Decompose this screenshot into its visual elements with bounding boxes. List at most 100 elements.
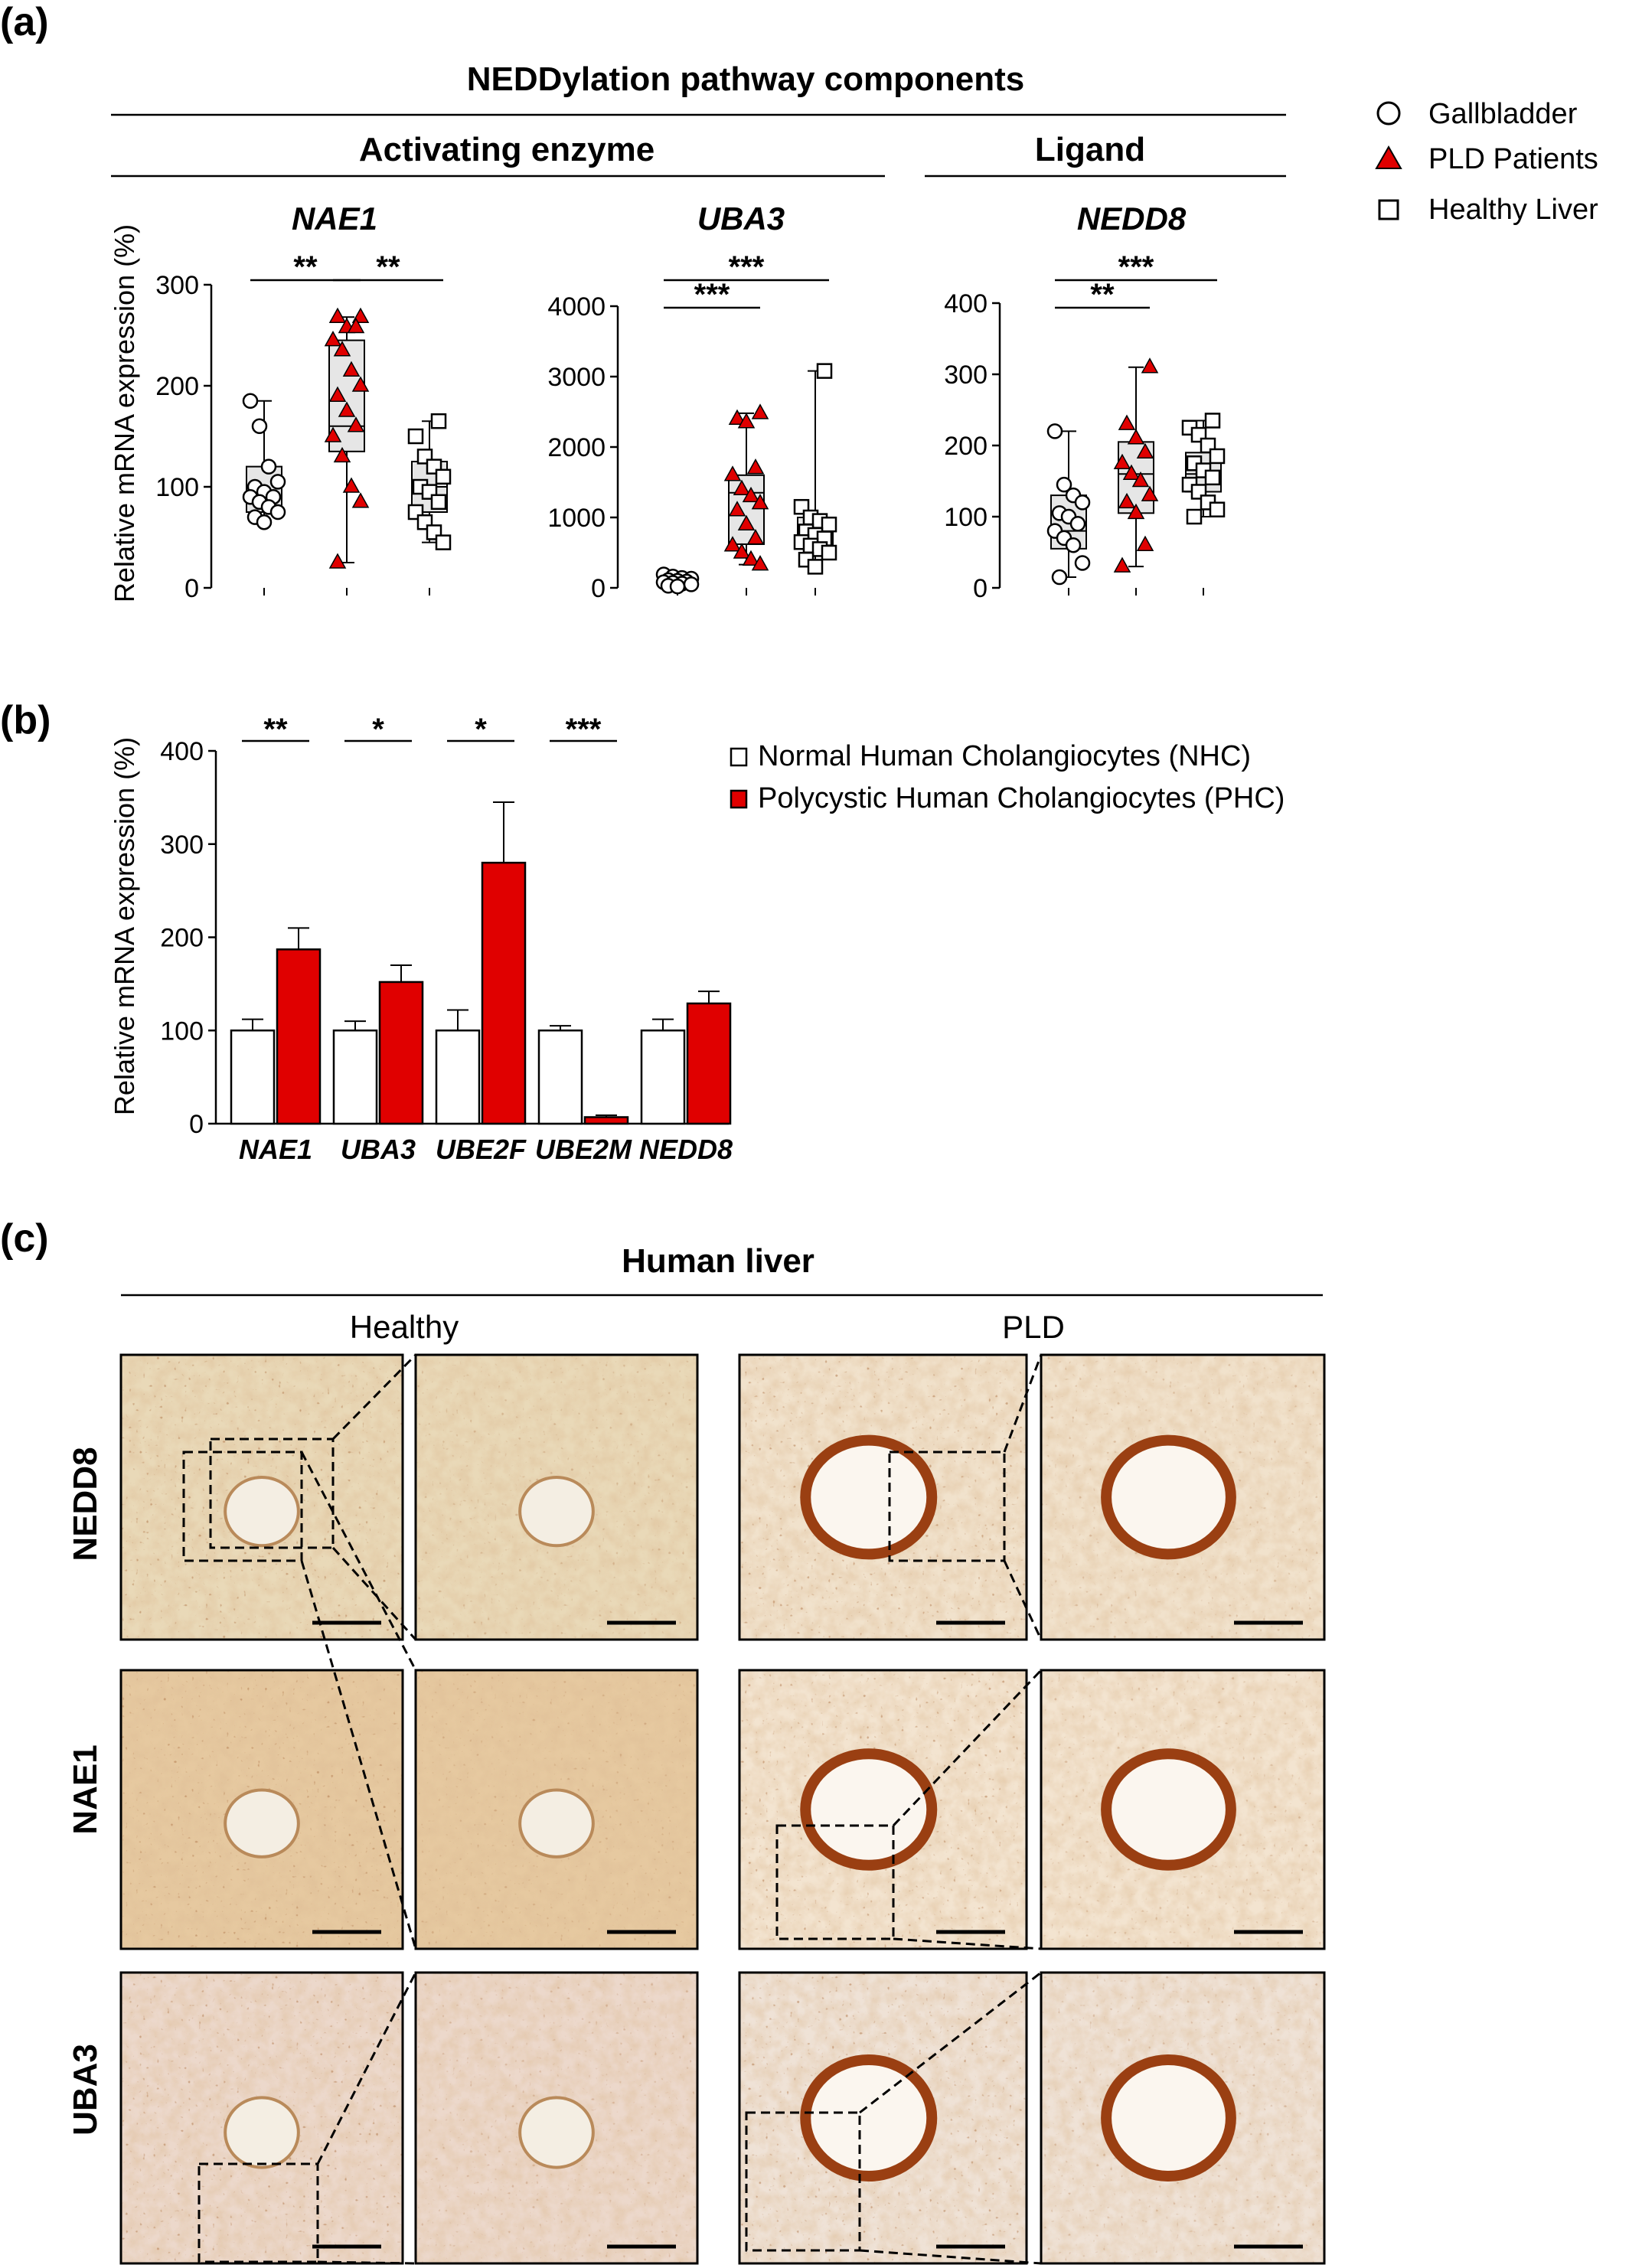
point-pld — [351, 492, 370, 508]
point-pld — [751, 555, 769, 571]
micrograph-nae1-pld-overview-cyst-lumen — [800, 1748, 938, 1871]
zoom-region-nedd8-pld — [888, 1451, 1006, 1562]
micrograph-uba3-healthy-zoom-vessel — [518, 2096, 595, 2169]
legend-a: Gallbladder PLD Patients Healthy Liver — [1375, 98, 1598, 226]
y-tick-label: 200 — [944, 432, 988, 461]
y-tick-label: 200 — [160, 924, 204, 953]
point-pld — [1141, 485, 1159, 501]
point-pld — [1127, 503, 1145, 520]
panel-a-header: NEDDylation pathway components — [467, 60, 1025, 98]
chart-nae1: NAE1 0 100 200 300 ** ** — [155, 201, 452, 603]
x-tick-label: UBE2F — [436, 1134, 527, 1165]
bar-nhc — [435, 1030, 481, 1125]
point-gallbladder — [242, 393, 259, 410]
micrograph-nedd8-pld-zoom-cyst-lumen — [1101, 1434, 1236, 1560]
bar-phc — [378, 981, 424, 1125]
point-pld — [728, 501, 746, 517]
y-tick-label: 100 — [944, 503, 988, 532]
point-pld — [751, 403, 769, 419]
point-healthy — [1204, 413, 1221, 429]
micrograph-uba3-healthy-overview-frame — [119, 1971, 404, 2265]
micrograph-grid — [119, 1353, 1326, 2265]
x-tick-label: NEDD8 — [639, 1134, 733, 1165]
point-pld — [328, 553, 347, 569]
significance-label: * — [475, 713, 487, 746]
point-pld — [324, 426, 342, 442]
y-tick-label: 300 — [155, 271, 199, 300]
zoom-region-nedd8-healthy-connector-top — [331, 1353, 417, 1441]
point-pld — [737, 514, 756, 530]
micrograph-nedd8-pld-overview-frame — [738, 1353, 1028, 1641]
y-tick-label: 0 — [973, 574, 988, 603]
zoom-region-nae1-healthy — [182, 1451, 303, 1562]
point-healthy — [1186, 508, 1203, 525]
zoom-region-nae1-pld-connector-bottom — [893, 1937, 1042, 1950]
point-pld — [1113, 453, 1131, 469]
micrograph-uba3-healthy-zoom-frame — [414, 1971, 699, 2265]
legend-gallbladder-marker — [1376, 101, 1401, 126]
y-tick-label: 100 — [160, 1017, 204, 1046]
x-tick-label: UBA3 — [341, 1134, 416, 1165]
legend-pld-label: PLD Patients — [1428, 143, 1598, 175]
point-gallbladder — [1074, 494, 1091, 511]
point-healthy — [1209, 501, 1226, 517]
zoom-region-uba3-pld-connector-top — [859, 1971, 1042, 2114]
chart-uba3-title: UBA3 — [697, 201, 785, 237]
micrograph-uba3-pld-zoom-cyst-lumen — [1101, 2054, 1236, 2182]
group-activating-label: Activating enzyme — [359, 131, 655, 168]
significance-label: *** — [566, 713, 602, 746]
point-pld — [733, 543, 751, 559]
significance-label: *** — [1118, 250, 1154, 284]
panel-c-label: (c) — [0, 1216, 49, 1261]
x-tick-label: UBE2M — [535, 1134, 632, 1165]
point-pld — [746, 458, 765, 475]
bar-nhc — [230, 1030, 276, 1125]
point-pld — [746, 529, 765, 545]
zoom-region-nae1-healthy-connector-bottom — [300, 1560, 417, 1950]
panel-b-label: (b) — [0, 698, 51, 742]
y-tick-label: 400 — [160, 737, 204, 766]
micrograph-uba3-pld-overview-cyst-lumen — [800, 2054, 938, 2182]
significance-label: *** — [729, 250, 765, 284]
point-pld — [328, 386, 347, 402]
point-pld — [342, 477, 361, 493]
point-pld — [338, 401, 356, 417]
point-pld — [1136, 442, 1154, 459]
point-gallbladder — [260, 458, 277, 475]
zoom-region-uba3-healthy — [198, 2162, 319, 2263]
micrograph-nae1-healthy-overview-frame — [119, 1669, 404, 1950]
significance-label: * — [372, 713, 384, 746]
point-pld — [347, 416, 365, 432]
point-pld — [333, 341, 351, 357]
point-healthy — [821, 544, 837, 561]
point-pld — [351, 376, 370, 392]
significance-label: ** — [376, 250, 400, 284]
zoom-region-uba3-pld — [745, 2111, 861, 2252]
point-healthy — [1204, 469, 1221, 486]
y-tick-label: 0 — [591, 574, 606, 603]
point-healthy — [407, 428, 424, 445]
micrograph-uba3-healthy-overview-vessel — [224, 2096, 300, 2169]
point-gallbladder — [1046, 423, 1063, 439]
panel-c: (c) Human liver Healthy PLD NEDD8 NAE1 U… — [0, 1216, 1326, 2265]
micrograph-uba3-pld-zoom-frame — [1040, 1971, 1326, 2265]
y-tick-label: 200 — [155, 372, 199, 401]
point-pld — [723, 465, 742, 481]
zoom-region-nedd8-healthy-connector-bottom — [331, 1546, 417, 1641]
y-tick-label: 300 — [160, 831, 204, 860]
zoom-region-uba3-healthy-connector-top — [316, 1972, 417, 2165]
row-label-nae1: NAE1 — [67, 1744, 104, 1834]
zoom-region-nedd8-healthy — [209, 1437, 335, 1549]
y-tick-label: 1000 — [547, 504, 606, 533]
y-tick-label: 0 — [184, 574, 199, 603]
micrograph-nedd8-pld-zoom-frame — [1040, 1353, 1326, 1641]
panel-b: (b) Relative mRNA expression (%) Normal … — [0, 698, 1285, 1165]
y-tick-label: 300 — [944, 361, 988, 390]
y-tick-label: 3000 — [547, 363, 606, 392]
micrograph-nedd8-healthy-overview-frame — [119, 1353, 404, 1641]
bar-phc — [686, 1002, 732, 1125]
row-label-uba3: UBA3 — [67, 2044, 104, 2136]
point-gallbladder — [1074, 555, 1091, 571]
point-healthy — [807, 559, 824, 575]
point-healthy — [435, 534, 452, 550]
